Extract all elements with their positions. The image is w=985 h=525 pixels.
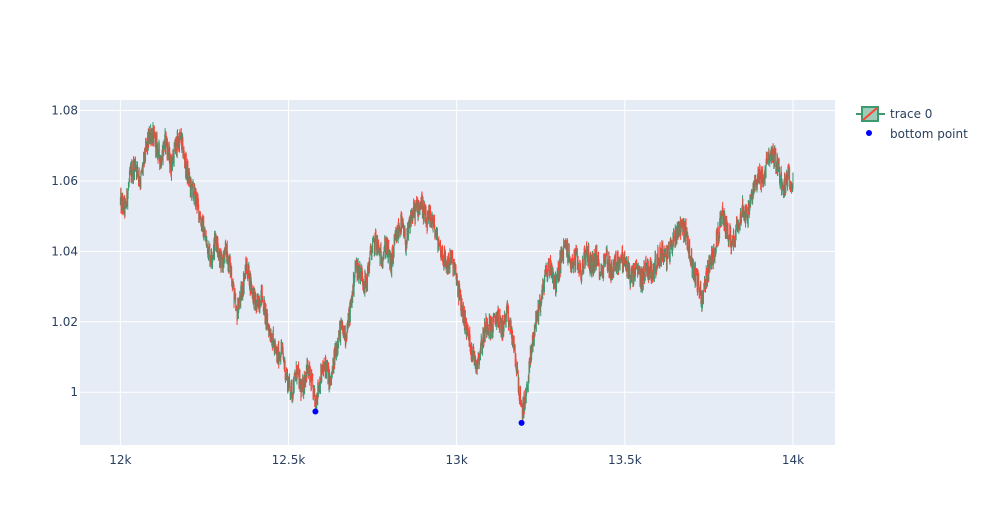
- legend[interactable]: trace 0 bottom point: [856, 106, 968, 141]
- bottom-point-marker: [312, 408, 319, 415]
- y-tick-label: 1.02: [51, 315, 78, 329]
- x-tick-label: 13k: [446, 453, 468, 467]
- legend-item-trace-0[interactable]: trace 0: [856, 106, 932, 122]
- x-tick-label: 14k: [782, 453, 804, 467]
- y-tick-label: 1.04: [51, 244, 78, 258]
- y-tick-label: 1.06: [51, 174, 78, 188]
- legend-label-bottom-point: bottom point: [890, 127, 968, 141]
- y-tick-label: 1: [70, 385, 78, 399]
- x-tick-label: 12.5k: [272, 453, 306, 467]
- grid: [80, 100, 835, 445]
- x-tick-label: 13.5k: [608, 453, 642, 467]
- x-axis: 12k 12.5k 13k 13.5k 14k: [109, 453, 804, 467]
- y-axis: 1 1.02 1.04 1.06 1.08: [51, 104, 78, 400]
- bottom-point-series: [312, 408, 525, 426]
- candlestick-series: [119, 122, 794, 424]
- bottom-point-marker: [518, 419, 525, 426]
- plot-background: [80, 100, 835, 445]
- y-tick-label: 1.08: [51, 104, 78, 118]
- legend-swatch-dot: [866, 130, 872, 136]
- legend-item-bottom-point[interactable]: bottom point: [866, 127, 968, 141]
- legend-label-trace-0: trace 0: [890, 107, 932, 121]
- x-tick-label: 12k: [109, 453, 131, 467]
